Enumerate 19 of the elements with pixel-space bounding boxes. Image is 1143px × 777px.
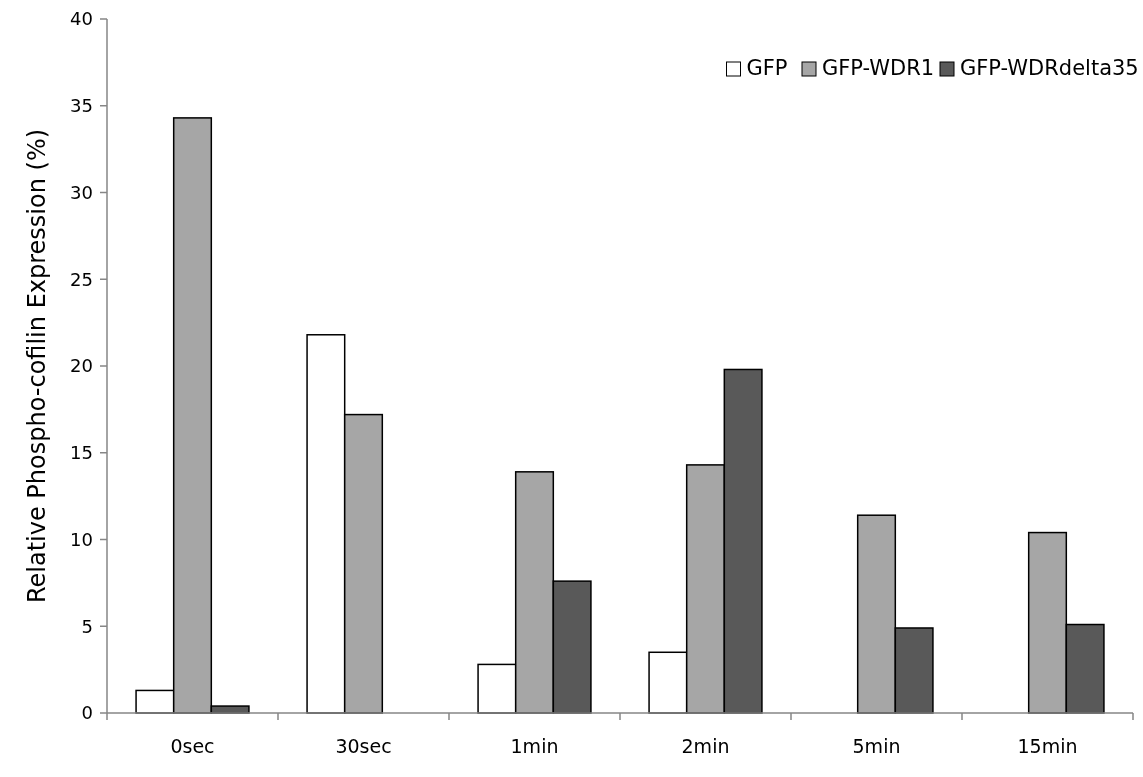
legend-label: GFP-WDRdelta35 <box>960 56 1139 80</box>
x-tick-label: 5min <box>852 735 901 757</box>
y-tick-label: 10 <box>70 528 93 550</box>
y-tick-label: 0 <box>81 702 93 724</box>
y-tick-label: 30 <box>70 181 93 203</box>
x-tick-label: 30sec <box>335 735 392 757</box>
y-tick-label: 40 <box>70 8 93 30</box>
y-axis-title: Relative Phospho-cofilin Expression (%) <box>23 128 51 604</box>
legend-label: GFP <box>746 56 788 80</box>
x-tick-label: 2min <box>681 735 730 757</box>
x-tick-label: 0sec <box>170 735 215 757</box>
x-tick-label: 15min <box>1017 735 1078 757</box>
legend-label: GFP-WDR1 <box>822 56 935 80</box>
y-tick-label: 15 <box>70 442 93 464</box>
y-tick-label: 25 <box>70 268 93 290</box>
y-tick-label: 35 <box>70 95 93 117</box>
y-tick-label: 5 <box>81 615 93 637</box>
x-tick-label: 1min <box>510 735 559 757</box>
y-tick-label: 20 <box>70 355 93 377</box>
